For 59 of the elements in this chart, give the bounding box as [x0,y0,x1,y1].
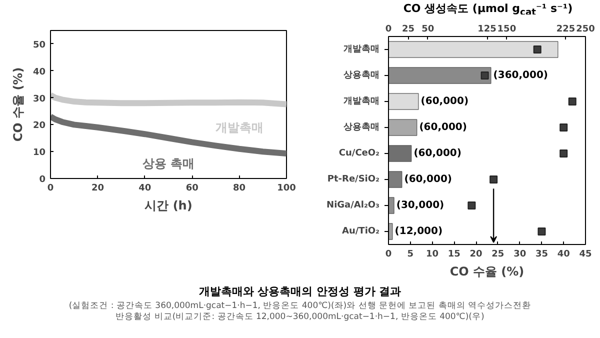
y-tick-label: 30 [32,94,46,104]
x2-tick-label: 150 [497,24,516,34]
x-tick-label: 45 [579,250,592,260]
x2-tick-label: 125 [478,24,496,34]
x-tick-label: 20 [91,184,104,194]
x-tick-label: 35 [535,250,548,260]
x-tick-label: 40 [557,250,570,260]
x2-tick-label: 250 [576,24,595,34]
x2-tick-label: 50 [422,24,434,34]
y-tick-label: 개발촉매 [344,44,380,54]
annotation: (60,000) [420,96,469,107]
y-tick-label: 40 [32,67,46,78]
y-tick-label: Pt-Re/SiO₂ [327,174,380,184]
y-tick-label: 상용촉매 [344,122,380,132]
text: 반응활성 비교(비교기준: 공간속도 12,000∼360,000mL·gcat−1·h−1, 반응온도 400℃)(우) [114,312,486,323]
x-tick-label: 30 [514,250,526,260]
y-tick-label: 50 [32,40,46,50]
text: (실험조건 : 공간속도 360,000mL·gcat−1·h−1, 반응온도 400℃)(좌)와 선행 문헌에 보고된 촉매의 역수성가스전환 [68,300,532,312]
x-tick-label: 20 [470,250,482,260]
x2-tick-label: 225 [556,24,576,34]
x-tick-label: 0 [47,184,54,194]
y-tick-label: 상용촉매 [344,70,380,80]
x-tick-label: 25 [492,250,504,260]
point [560,124,568,132]
x-tick-label: 80 [233,184,246,194]
x2-tick-label: 0 [385,24,392,34]
y-tick-label: Cu/CeO₂ [338,148,380,158]
point [560,150,568,158]
x-tick-label: 100 [277,184,296,194]
y-tick-label: Au/TiO₂ [342,226,380,236]
point [490,176,498,184]
annotation: (30,000) [396,200,444,211]
annotation: (12,000) [394,226,443,237]
x-axis-title: 시간 (h) [144,198,192,212]
annotation: (60,000) [419,122,467,133]
annotation: (360,000) [493,70,548,81]
point [568,98,576,106]
x-tick-label: 15 [448,250,460,260]
series-label: 상용 촉매 [141,156,195,170]
point [468,202,476,210]
annotation: (60,000) [404,174,452,185]
point [538,228,546,236]
y-tick-label: 10 [32,148,46,158]
y-tick-label: 0 [39,175,46,185]
text: 개발촉매와 상용촉매의 안정성 평가 결과 [198,284,402,300]
x-tick-label: 5 [407,250,414,260]
x-axis-title: CO 수율 (%) [450,264,524,278]
y-tick-label: 개발촉매 [344,96,380,106]
x-tick-label: 40 [138,184,152,194]
point [533,46,542,54]
x-tick-label: 10 [426,250,439,260]
y-axis-title: CO 수율 (%) [10,67,25,142]
x-tick-label: 60 [186,184,198,194]
y-tick-label: NiGa/Al₂O₃ [326,200,380,210]
point [480,72,489,80]
x2-tick-label: 25 [402,24,414,34]
annotation: (60,000) [414,148,462,159]
x-tick-label: 0 [385,250,392,260]
y-tick-label: 20 [32,121,46,132]
